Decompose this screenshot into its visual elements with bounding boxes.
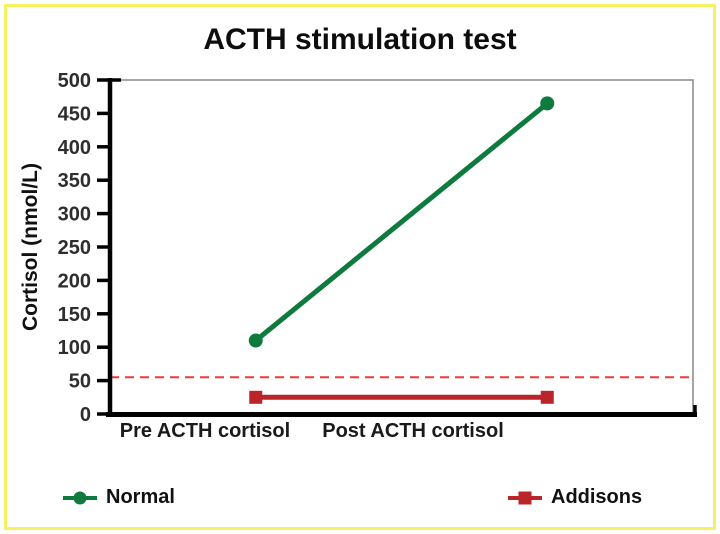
data-point-normal <box>248 333 263 348</box>
legend-item-normal: Normal <box>63 486 175 509</box>
legend-item-addisons: Addisons <box>508 486 642 509</box>
y-tick-label: 350 <box>58 170 91 192</box>
data-point-normal <box>540 96 555 111</box>
y-axis-title: Cortisol (nmol/L) <box>19 163 42 331</box>
y-tick-label: 100 <box>58 337 91 359</box>
data-point-addisons <box>540 390 554 404</box>
y-tick-label: 250 <box>58 237 91 259</box>
normal-marker-circle <box>73 491 87 504</box>
plot-frame <box>109 79 694 415</box>
y-tick-label: 450 <box>58 103 91 125</box>
addisons-series-marker-icon <box>508 491 542 504</box>
x-category-label-pre: Pre ACTH cortisol <box>119 420 291 442</box>
y-tick-label: 500 <box>58 70 91 92</box>
y-tick-label: 0 <box>80 404 91 426</box>
y-tick-label: 150 <box>58 304 91 326</box>
y-tick-label: 400 <box>58 137 91 159</box>
data-point-addisons <box>249 390 263 404</box>
y-tick-label: 300 <box>58 204 91 226</box>
legend-label-normal: Normal <box>106 486 175 508</box>
normal-series-marker-icon <box>63 491 97 504</box>
chart-title: ACTH stimulation test <box>203 23 517 56</box>
y-tick-label: 50 <box>69 371 91 393</box>
x-category-label-post: Post ACTH cortisol <box>322 420 504 442</box>
series-line-normal <box>254 101 549 343</box>
legend-label-addisons: Addisons <box>551 486 643 508</box>
addisons-marker-square <box>518 491 532 504</box>
y-tick-label: 200 <box>58 270 91 292</box>
